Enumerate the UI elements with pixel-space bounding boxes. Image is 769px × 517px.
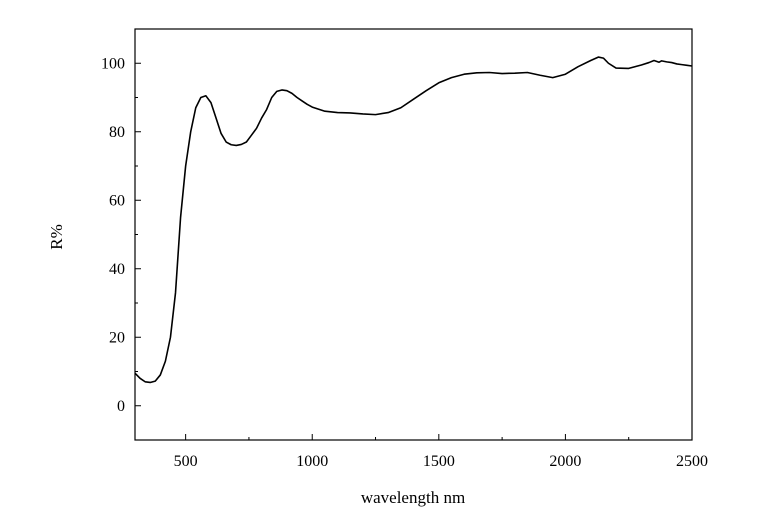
plot-frame xyxy=(134,28,693,441)
reflectance-series-line xyxy=(134,56,693,384)
y-tick-label: 100 xyxy=(101,55,125,72)
x-tick-label: 2500 xyxy=(676,453,708,470)
y-axis-title: R% xyxy=(47,224,66,250)
axis-ticks xyxy=(135,62,693,440)
x-tick-label: 2000 xyxy=(549,453,581,470)
x-tick-label: 1500 xyxy=(423,453,455,470)
y-tick-label: 20 xyxy=(109,329,125,346)
y-tick-label: 0 xyxy=(117,398,125,415)
y-tick-label: 60 xyxy=(109,192,125,209)
y-tick-label: 80 xyxy=(109,124,125,141)
x-tick-label: 1000 xyxy=(296,453,328,470)
x-axis-title: wavelength nm xyxy=(361,488,465,507)
tick-labels: 500 1000 1500 2000 2500 0 20 40 60 80 100 xyxy=(101,55,708,470)
y-tick-label: 40 xyxy=(109,261,125,278)
x-tick-label: 500 xyxy=(174,453,198,470)
